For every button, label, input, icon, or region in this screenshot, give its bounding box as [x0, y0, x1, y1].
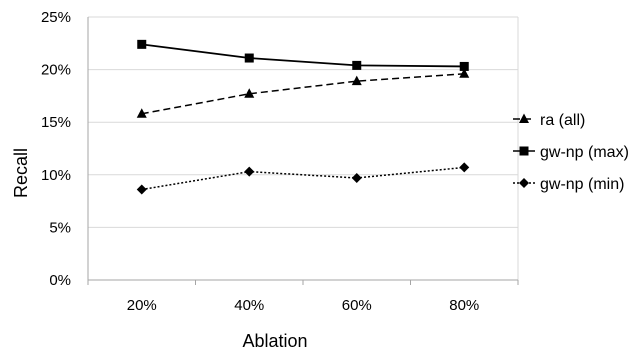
series-0 — [136, 68, 470, 118]
y-tick-label: 20% — [41, 62, 71, 79]
axes — [87, 17, 519, 285]
legend-label: gw-np (min) — [540, 176, 624, 193]
y-tick-labels: 0% 5% 10% 15% 20% 25% — [41, 9, 71, 289]
x-tick-label: 20% — [127, 297, 157, 314]
legend-marker — [519, 113, 529, 123]
y-tick-label: 10% — [41, 167, 71, 184]
data-point — [352, 60, 362, 70]
legend-item: gw-np (max) — [513, 144, 629, 161]
x-tick-labels: 20% 40% 60% 80% — [127, 297, 480, 314]
legend-label: gw-np (max) — [540, 144, 629, 161]
y-tick-label: 5% — [49, 219, 71, 236]
y-tick-label: 25% — [41, 9, 71, 26]
data-point — [459, 162, 470, 173]
data-point — [136, 184, 147, 195]
grid — [88, 16, 519, 280]
data-point — [244, 53, 254, 63]
legend-marker — [519, 178, 529, 188]
y-axis-title: Recall — [11, 148, 31, 198]
legend-item: ra (all) — [513, 112, 585, 129]
legend-item: gw-np (min) — [513, 176, 624, 193]
series-line — [141, 73, 465, 115]
data-point — [351, 172, 362, 183]
y-tick-label: 0% — [49, 272, 71, 289]
data-point — [351, 75, 362, 86]
x-axis-title: Ablation — [242, 331, 307, 351]
legend: ra (all) gw-np (max) gw-np (min) — [513, 112, 629, 193]
data-point — [459, 68, 470, 78]
series-1 — [137, 39, 469, 71]
data-point — [459, 61, 469, 71]
series-line — [141, 166, 465, 191]
x-tick-label: 60% — [342, 297, 372, 314]
data-point — [244, 166, 255, 177]
data-point — [137, 39, 147, 49]
series-line — [141, 43, 465, 68]
series — [136, 39, 470, 195]
legend-label: ra (all) — [540, 112, 585, 129]
legend-marker — [519, 146, 529, 156]
series-2 — [136, 162, 470, 195]
y-tick-label: 15% — [41, 114, 71, 131]
data-point — [244, 88, 255, 98]
x-tick-label: 80% — [449, 297, 479, 314]
data-point — [136, 108, 147, 118]
x-tick-label: 40% — [234, 297, 264, 314]
